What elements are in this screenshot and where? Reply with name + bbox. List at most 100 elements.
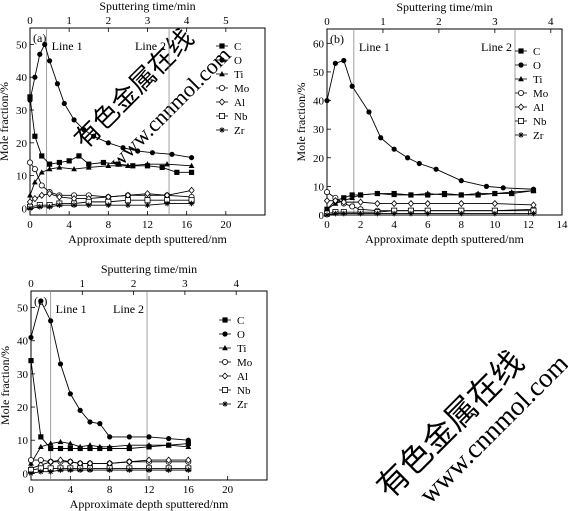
data-point-o [46,58,53,64]
legend-label-al: Al [237,371,248,383]
data-point-ti [458,191,465,198]
data-point-al [323,197,331,205]
legend-label-o: O [234,55,242,67]
series-zr [28,467,192,477]
data-point-ti [71,166,77,172]
data-point-al [46,190,53,198]
y-tick-label: 40 [16,72,28,84]
data-point-o [332,60,338,66]
series-line-o [30,299,189,441]
data-point-zr [47,468,54,475]
data-point-zr [67,467,74,473]
data-point-c [57,445,64,452]
data-point-o [149,150,155,156]
data-point-ti [408,191,414,198]
legend-label-nb: Nb [533,116,547,128]
y-tick-label: 60 [313,38,325,50]
top-axis-label: Sputtering time/min [101,262,197,276]
data-point-o [341,57,347,64]
data-point-ti [491,190,498,196]
data-point-c [100,159,107,166]
x-tick-label: 4 [391,219,397,231]
y-tick-label: 10 [313,181,325,193]
data-point-al [332,197,339,205]
x-tick-label: 14 [557,219,568,231]
y-tick-label: 20 [17,402,29,414]
data-point-o [54,81,61,87]
data-point-o [81,127,87,133]
legend-marker-nb [518,118,525,125]
data-point-al [391,199,398,208]
legend-label-c: C [237,315,244,327]
y-tick-label: 50 [313,67,325,79]
series-al [27,456,192,473]
data-point-o [57,361,64,367]
top-tick-label: 4 [184,15,190,27]
legend-label-nb: Nb [237,385,251,397]
legend-label-mo: Mo [533,88,549,100]
data-point-al [144,190,151,198]
series-zr [27,200,195,212]
y-tick-label: 10 [17,435,29,447]
data-point-o [91,133,97,139]
data-point-zr [144,202,151,208]
data-point-c [56,159,62,166]
data-point-o [433,166,439,172]
data-point-al [38,191,45,199]
data-point-zr [458,210,465,217]
legend-marker-al [517,103,525,111]
data-point-ti [57,438,64,445]
data-point-o [416,160,422,167]
data-point-zr [105,202,112,208]
data-point-ti [56,164,63,170]
x-tick-label: 12 [523,219,534,231]
legend-marker-al [218,98,226,106]
data-point-zr [77,467,83,473]
data-point-nb [124,197,131,204]
legend-label-zr: Zr [237,399,248,411]
data-point-zr [164,200,170,207]
data-point-zr [165,467,172,473]
data-point-o [42,41,48,48]
series-ti [27,161,195,198]
data-point-ti [188,162,195,168]
reference-lines: Line 1 Line 2 [353,29,516,215]
data-point-zr [424,210,431,217]
data-point-c [48,445,54,452]
top-tick-label: 4 [548,16,554,28]
x-tick-label: 20 [220,219,232,231]
y-tick-label: 30 [16,105,28,117]
x-axis-label: Approximate depth sputtered/nm [68,232,227,246]
data-point-zr [56,202,63,208]
plot-area [326,28,563,216]
legend-marker-ti [219,71,225,77]
data-point-o [38,298,44,304]
data-point-ti [374,190,381,196]
data-point-zr [332,210,339,217]
data-point-ti [85,164,92,170]
data-point-o [67,391,73,397]
legend-marker-zr [518,132,524,138]
data-point-ti [31,179,38,185]
legend-marker-ti [222,345,228,351]
top-tick-label: 0 [324,16,330,28]
legend-marker-c [518,48,524,54]
x-tick-label: 8 [107,484,113,496]
data-point-ti [391,191,398,198]
x-tick-label: 6 [425,219,431,231]
legend-label-al: Al [234,97,245,109]
data-point-al [185,456,192,464]
data-point-ti [87,442,93,448]
y-tick-label: 50 [17,303,29,315]
data-point-c [174,169,180,175]
legend: CO Ti Mo Al Nb Zr [216,41,250,137]
data-point-zr [46,203,53,210]
y-tick-label: 30 [17,369,29,381]
reference-line-label: Line 2 [135,39,166,53]
data-point-o [169,151,175,157]
data-point-o [500,185,506,191]
data-point-al [165,456,172,464]
legend: CO Ti Mo Al Nb Zr [515,46,549,142]
